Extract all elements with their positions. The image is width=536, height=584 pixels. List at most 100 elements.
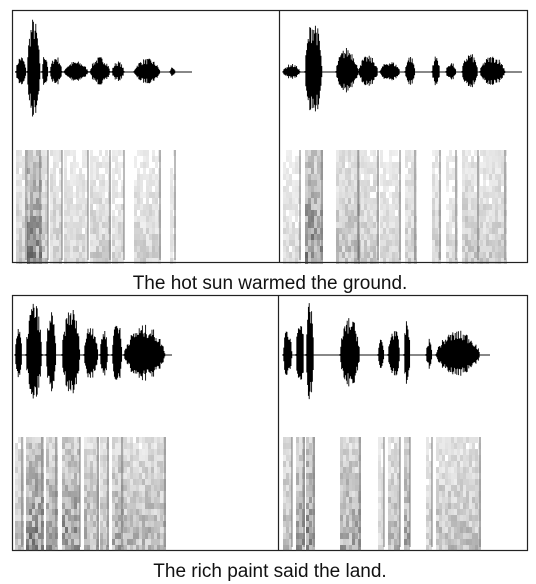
spectrogram-cell — [442, 545, 445, 551]
spectrogram-cell — [133, 539, 136, 545]
spectrogram-cell — [87, 521, 90, 527]
spectrogram-cell — [143, 156, 146, 162]
spectrogram-cell — [306, 485, 309, 491]
spectrogram-cell — [49, 521, 52, 527]
spectrogram-cell — [36, 186, 39, 192]
spectrogram-cell — [152, 216, 155, 222]
spectrogram-cell — [346, 503, 349, 509]
spectrogram-cell — [349, 491, 352, 497]
spectrogram-cell — [93, 503, 96, 509]
spectrogram-cell — [59, 234, 62, 240]
spectrogram-cell — [339, 246, 342, 252]
spectrogram-cell — [85, 240, 88, 246]
spectrogram-cell — [397, 443, 400, 449]
spectrogram-cell — [445, 449, 448, 455]
spectrogram-cell — [118, 503, 121, 509]
spectrogram-cell — [41, 545, 44, 551]
spectrogram-cell — [395, 192, 398, 198]
spectrogram-cell — [394, 545, 397, 551]
spectrogram-cell — [136, 497, 139, 503]
spectrogram-cell — [112, 240, 115, 246]
spectrogram-cell — [408, 198, 411, 204]
spectrogram-cell — [445, 527, 448, 533]
spectrogram-cell — [38, 527, 41, 533]
spectrogram-cell — [342, 240, 345, 246]
spectrogram-cell — [70, 192, 73, 198]
spectrogram-cell — [143, 222, 146, 228]
spectrogram-cell — [475, 503, 478, 509]
spectrogram-cell — [370, 210, 373, 216]
spectrogram-cell — [429, 521, 432, 527]
spectrogram-cell — [52, 437, 55, 443]
spectrogram-cell — [146, 186, 149, 192]
spectrogram-cell — [355, 509, 358, 515]
spectrogram-cell — [355, 461, 358, 467]
spectrogram-cell — [140, 258, 143, 264]
spectrogram-cell — [124, 443, 127, 449]
spectrogram-cell — [472, 479, 475, 485]
spectrogram-cell — [342, 150, 345, 156]
spectrogram-cell — [82, 150, 85, 156]
spectrogram-cell — [90, 252, 93, 258]
spectrogram-cell — [53, 222, 56, 228]
spectrogram-cell — [50, 174, 53, 180]
spectrogram-cell — [85, 204, 88, 210]
spectrogram-cell — [115, 204, 118, 210]
spectrogram-cell — [151, 491, 154, 497]
spectrogram-cell — [170, 246, 173, 252]
spectrogram-cell — [394, 497, 397, 503]
spectrogram-cell — [112, 485, 115, 491]
spectrogram-cell — [299, 497, 302, 503]
spectrogram-cell — [391, 515, 394, 521]
spectrogram-cell — [32, 491, 35, 497]
spectrogram-cell — [389, 180, 392, 186]
spectrogram-cell — [112, 533, 115, 539]
spectrogram-cell — [308, 246, 311, 252]
spectrogram-cell — [73, 150, 76, 156]
spectrogram-cell — [154, 485, 157, 491]
spectrogram-cell — [87, 527, 90, 533]
spectrogram-cell — [454, 503, 457, 509]
spectrogram-cell — [306, 443, 309, 449]
spectrogram-cell — [118, 539, 121, 545]
spectrogram-cell — [462, 198, 465, 204]
spectrogram-cell — [62, 443, 65, 449]
spectrogram-cell — [71, 539, 74, 545]
spectrogram-cell — [82, 192, 85, 198]
spectrogram-cell — [388, 485, 391, 491]
spectrogram-cell — [340, 497, 343, 503]
spectrogram-cell — [299, 479, 302, 485]
spectrogram-cell — [26, 515, 29, 521]
spectrogram-cell — [90, 186, 93, 192]
spectrogram-cell — [105, 198, 108, 204]
spectrogram-cell — [29, 479, 32, 485]
spectrogram-cell — [52, 473, 55, 479]
spectrogram-cell — [87, 461, 90, 467]
spectrogram-cell — [380, 234, 383, 240]
spectrogram-cell — [139, 467, 142, 473]
spectrogram-cell — [71, 443, 74, 449]
spectrogram-cell — [121, 150, 124, 156]
spectrogram-cell — [118, 216, 121, 222]
spectrogram-cell — [463, 473, 466, 479]
spectrogram-cell — [133, 449, 136, 455]
spectrogram-cell — [35, 491, 38, 497]
spectrogram-cell — [33, 150, 36, 156]
spectrogram-cell — [391, 521, 394, 527]
spectrogram-cell — [62, 479, 65, 485]
spectrogram-cell — [311, 180, 314, 186]
spectrogram-cell — [45, 156, 48, 162]
spectrogram-cell — [474, 222, 477, 228]
spectrogram-cell — [68, 533, 71, 539]
spectrogram-cell — [59, 156, 62, 162]
spectrogram-cell — [289, 449, 292, 455]
spectrogram-cell — [486, 186, 489, 192]
spectrogram-cell — [26, 497, 29, 503]
spectrogram-cell — [99, 240, 102, 246]
spectrogram-cell — [468, 216, 471, 222]
spectrogram-cell — [407, 479, 410, 485]
spectrogram-cell — [432, 240, 435, 246]
spectrogram-cell — [38, 455, 41, 461]
spectrogram-cell — [495, 156, 498, 162]
spectrogram-cell — [429, 545, 432, 551]
